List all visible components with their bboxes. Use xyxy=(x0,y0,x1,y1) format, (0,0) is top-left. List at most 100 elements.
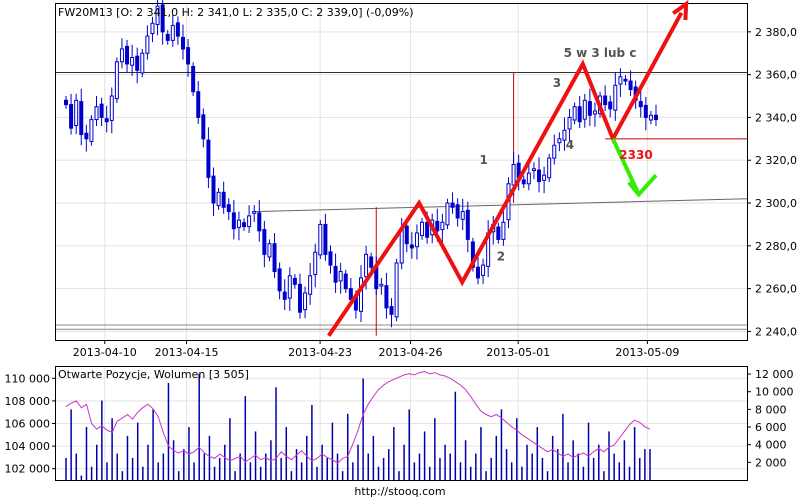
price-lines xyxy=(56,71,748,336)
candle-body xyxy=(328,251,333,266)
price-axis: 2 240,0 2 260,0 2 280,0 2 300,0 2 320,0 2 340… xyxy=(747,26,797,338)
candle-body xyxy=(638,101,643,108)
candle-body xyxy=(526,172,531,185)
candle-body xyxy=(94,106,99,121)
candle-body xyxy=(267,243,272,258)
candle-body xyxy=(69,104,74,129)
candle-body xyxy=(654,114,658,121)
price-tick-label: 2 260,0 xyxy=(755,283,797,296)
candle-body xyxy=(582,99,587,120)
candle-body xyxy=(475,266,480,279)
candle-body xyxy=(175,22,180,37)
oi-tick-label: 106 000 xyxy=(5,418,51,431)
candle-body xyxy=(460,211,465,220)
candle-body xyxy=(292,277,297,285)
candle-body xyxy=(247,215,252,228)
wave-label-5: 5 w 3 lub c xyxy=(564,46,637,60)
date-tick-label: 2013-04-15 xyxy=(155,346,219,359)
candle-body xyxy=(501,221,506,240)
red-scenario-path xyxy=(327,11,684,337)
volume-axes: 102 000 104 000 106 000 108 000 110 000 2 000… xyxy=(5,368,794,476)
candle-body xyxy=(140,52,145,74)
candle-body xyxy=(236,219,241,228)
candle-body xyxy=(201,114,206,140)
candle-body xyxy=(394,262,399,318)
candle-body xyxy=(572,106,577,121)
price-tick-label: 2 300,0 xyxy=(755,197,797,210)
volume-chart-header: Otwarte Pozycje, Wolumen [3 505] xyxy=(58,368,249,381)
candle-body xyxy=(287,275,292,299)
candle-body xyxy=(648,114,653,121)
date-tick-label: 2013-05-09 xyxy=(615,346,679,359)
candle-body xyxy=(221,191,226,208)
oi-tick-label: 108 000 xyxy=(5,395,51,408)
candle-body xyxy=(272,243,277,273)
candle-body xyxy=(643,104,648,118)
candle-body xyxy=(99,103,104,118)
candle-body xyxy=(313,251,318,276)
candle-body xyxy=(338,271,343,282)
candle-body xyxy=(521,179,526,185)
price-tick-label: 2 360,0 xyxy=(755,69,797,82)
candle-body xyxy=(109,95,114,121)
red-scenario-arrowhead xyxy=(671,0,689,21)
date-tick-label: 2013-04-10 xyxy=(73,346,137,359)
candle-body xyxy=(216,191,221,207)
candle-body xyxy=(277,268,282,292)
candle-body xyxy=(547,157,552,179)
wave-label-2: 2 xyxy=(497,250,505,264)
price-chart-header: FW20M13 [O: 2 341,0 H: 2 341,0 L: 2 335,… xyxy=(58,6,414,19)
candle-body xyxy=(440,221,445,231)
green-scenario-arrowhead xyxy=(627,173,658,198)
oi-tick-label: 102 000 xyxy=(5,463,51,476)
candle-body xyxy=(64,99,68,106)
candle-body xyxy=(379,283,384,287)
candle-body xyxy=(170,24,175,41)
candle-body xyxy=(450,202,455,208)
vol-tick-label: 6 000 xyxy=(755,421,787,434)
candle-body xyxy=(191,65,196,93)
volume-bars xyxy=(65,374,651,480)
candle-body xyxy=(389,306,394,315)
candle-body xyxy=(114,61,119,100)
price-tick-label: 2 320,0 xyxy=(755,154,797,167)
candle-body xyxy=(364,253,369,278)
vol-tick-label: 10 000 xyxy=(755,386,794,399)
candle-body xyxy=(562,129,567,141)
candle-body xyxy=(226,204,231,213)
price-grid xyxy=(56,4,747,340)
candle-body xyxy=(160,4,165,33)
oi-tick-label: 110 000 xyxy=(5,372,51,385)
candle-body xyxy=(404,225,409,245)
candle-body xyxy=(445,202,450,226)
date-tick-label: 2013-04-23 xyxy=(288,346,352,359)
candle-body xyxy=(348,288,353,300)
vol-tick-label: 12 000 xyxy=(755,368,794,381)
candle-body xyxy=(150,22,155,35)
candle-body xyxy=(130,57,135,66)
candle-body xyxy=(333,265,338,283)
candle-body xyxy=(84,132,89,140)
candle-body xyxy=(186,47,191,65)
candle-body xyxy=(308,275,313,295)
open-interest-line xyxy=(65,370,651,464)
vol-tick-label: 2 000 xyxy=(755,456,787,469)
candles xyxy=(64,0,658,328)
candle-body xyxy=(409,244,414,249)
candle-body xyxy=(481,264,486,276)
candle-body xyxy=(323,223,328,255)
candle-body xyxy=(165,33,170,41)
date-tick-label: 2013-05-01 xyxy=(486,346,550,359)
source-url: http://stooq.com xyxy=(354,485,445,498)
wave-label-4: 4 xyxy=(566,138,574,152)
candle-body xyxy=(470,241,475,268)
candle-body xyxy=(206,139,211,178)
candle-body xyxy=(89,119,94,142)
green-scenario-path xyxy=(611,137,641,196)
candle-body xyxy=(155,5,160,26)
price-tick-label: 2 280,0 xyxy=(755,240,797,253)
price-tick-label: 2 380,0 xyxy=(755,26,797,39)
candle-body xyxy=(180,36,185,50)
